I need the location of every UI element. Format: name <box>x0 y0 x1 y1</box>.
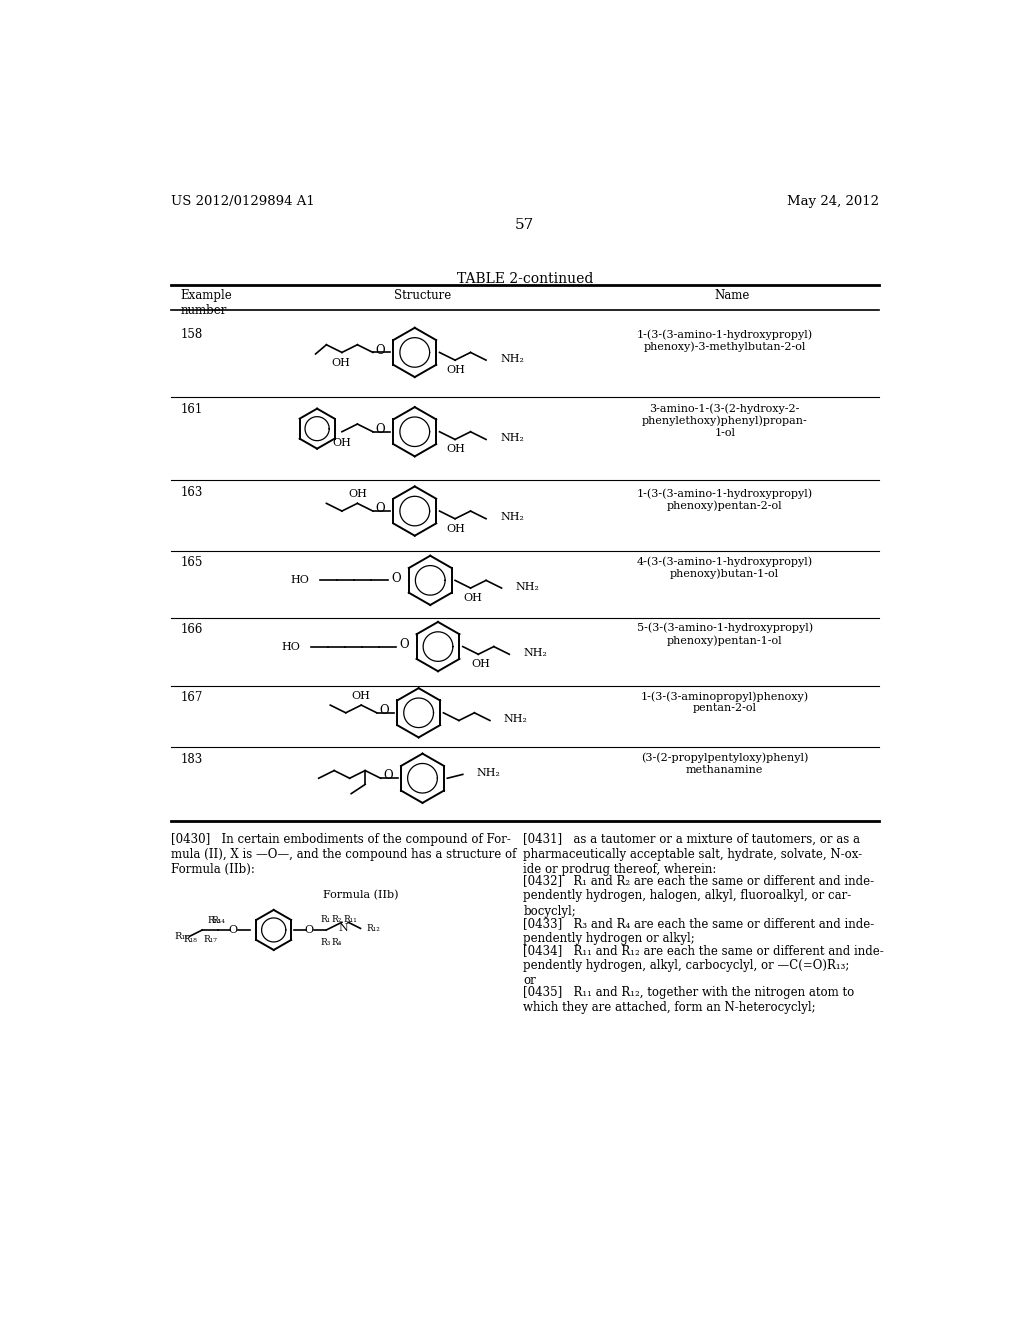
Text: TABLE 2-continued: TABLE 2-continued <box>457 272 593 286</box>
Text: 163: 163 <box>180 486 203 499</box>
Text: [0431]   as a tautomer or a mixture of tautomers, or as a
pharmaceutically accep: [0431] as a tautomer or a mixture of tau… <box>523 833 862 876</box>
Text: OH: OH <box>446 445 465 454</box>
Text: NH₂: NH₂ <box>500 512 524 523</box>
Text: R₁: R₁ <box>321 915 331 924</box>
Text: [0434]   R₁₁ and R₁₂ are each the same or different and inde-
pendently hydrogen: [0434] R₁₁ and R₁₂ are each the same or … <box>523 944 884 987</box>
Text: OH: OH <box>331 358 350 368</box>
Text: R₁₄: R₁₄ <box>212 916 225 925</box>
Text: NH₂: NH₂ <box>477 768 501 777</box>
Text: Name: Name <box>715 289 751 302</box>
Text: R₂: R₂ <box>331 915 341 924</box>
Text: R₁₆: R₁₆ <box>175 932 190 941</box>
Text: R₃: R₃ <box>321 937 331 946</box>
Text: Example
number: Example number <box>180 289 232 317</box>
Text: 1-(3-(3-amino-1-hydroxypropyl)
phenoxy)-3-methylbutan-2-ol: 1-(3-(3-amino-1-hydroxypropyl) phenoxy)-… <box>637 330 813 352</box>
Text: NH₂: NH₂ <box>515 582 540 591</box>
Text: OH: OH <box>471 659 490 669</box>
Text: O: O <box>376 502 385 515</box>
Text: R₁₈: R₁₈ <box>184 936 198 944</box>
Text: [0430]   In certain embodiments of the compound of For-
mula (II), X is —O—, and: [0430] In certain embodiments of the com… <box>171 833 516 876</box>
Text: OH: OH <box>333 437 351 447</box>
Text: R₄: R₄ <box>331 937 341 946</box>
Text: R₁₂: R₁₂ <box>367 924 381 933</box>
Text: O: O <box>399 638 409 651</box>
Text: 5-(3-(3-amino-1-hydroxypropyl)
phenoxy)pentan-1-ol: 5-(3-(3-amino-1-hydroxypropyl) phenoxy)p… <box>637 623 813 645</box>
Text: 1-(3-(3-aminopropyl)phenoxy)
pentan-2-ol: 1-(3-(3-aminopropyl)phenoxy) pentan-2-ol <box>641 692 809 713</box>
Text: O: O <box>384 770 393 783</box>
Text: 161: 161 <box>180 404 203 416</box>
Text: N: N <box>339 924 348 933</box>
Text: [0432]   R₁ and R₂ are each the same or different and inde-
pendently hydrogen, : [0432] R₁ and R₂ are each the same or di… <box>523 875 874 917</box>
Text: [0433]   R₃ and R₄ are each the same or different and inde-
pendently hydrogen o: [0433] R₃ and R₄ are each the same or di… <box>523 917 874 945</box>
Text: 165: 165 <box>180 557 203 569</box>
Text: 57: 57 <box>515 218 535 232</box>
Text: O: O <box>376 422 385 436</box>
Text: OH: OH <box>348 490 367 499</box>
Text: O: O <box>380 704 389 717</box>
Text: Structure: Structure <box>394 289 452 302</box>
Text: 4-(3-(3-amino-1-hydroxypropyl)
phenoxy)butan-1-ol: 4-(3-(3-amino-1-hydroxypropyl) phenoxy)b… <box>637 557 813 579</box>
Text: 183: 183 <box>180 752 203 766</box>
Text: R₁₇: R₁₇ <box>204 935 218 944</box>
Text: O: O <box>304 925 313 935</box>
Text: [0435]   R₁₁ and R₁₂, together with the nitrogen atom to
which they are attached: [0435] R₁₁ and R₁₂, together with the ni… <box>523 986 854 1014</box>
Text: May 24, 2012: May 24, 2012 <box>787 195 879 209</box>
Text: O: O <box>376 343 385 356</box>
Text: NH₂: NH₂ <box>523 648 547 657</box>
Text: O: O <box>391 572 401 585</box>
Text: 158: 158 <box>180 327 203 341</box>
Text: HO: HO <box>282 642 300 652</box>
Text: 1-(3-(3-amino-1-hydroxypropyl)
phenoxy)pentan-2-ol: 1-(3-(3-amino-1-hydroxypropyl) phenoxy)p… <box>637 488 813 511</box>
Text: 3-amino-1-(3-(2-hydroxy-2-
phenylethoxy)phenyl)propan-
1-ol: 3-amino-1-(3-(2-hydroxy-2- phenylethoxy)… <box>642 404 808 438</box>
Text: R₁₅: R₁₅ <box>207 916 221 925</box>
Text: O: O <box>228 925 238 935</box>
Text: OH: OH <box>464 593 482 603</box>
Text: HO: HO <box>291 576 309 585</box>
Text: 166: 166 <box>180 623 203 636</box>
Text: 167: 167 <box>180 692 203 705</box>
Text: US 2012/0129894 A1: US 2012/0129894 A1 <box>171 195 314 209</box>
Text: NH₂: NH₂ <box>500 433 524 444</box>
Text: NH₂: NH₂ <box>500 354 524 363</box>
Text: R₁₁: R₁₁ <box>343 915 357 924</box>
Text: (3-(2-propylpentyloxy)phenyl)
methanamine: (3-(2-propylpentyloxy)phenyl) methanamin… <box>641 752 808 775</box>
Text: OH: OH <box>352 690 371 701</box>
Text: OH: OH <box>446 524 465 533</box>
Text: OH: OH <box>446 366 465 375</box>
Text: Formula (IIb): Formula (IIb) <box>323 890 398 900</box>
Text: NH₂: NH₂ <box>504 714 527 723</box>
